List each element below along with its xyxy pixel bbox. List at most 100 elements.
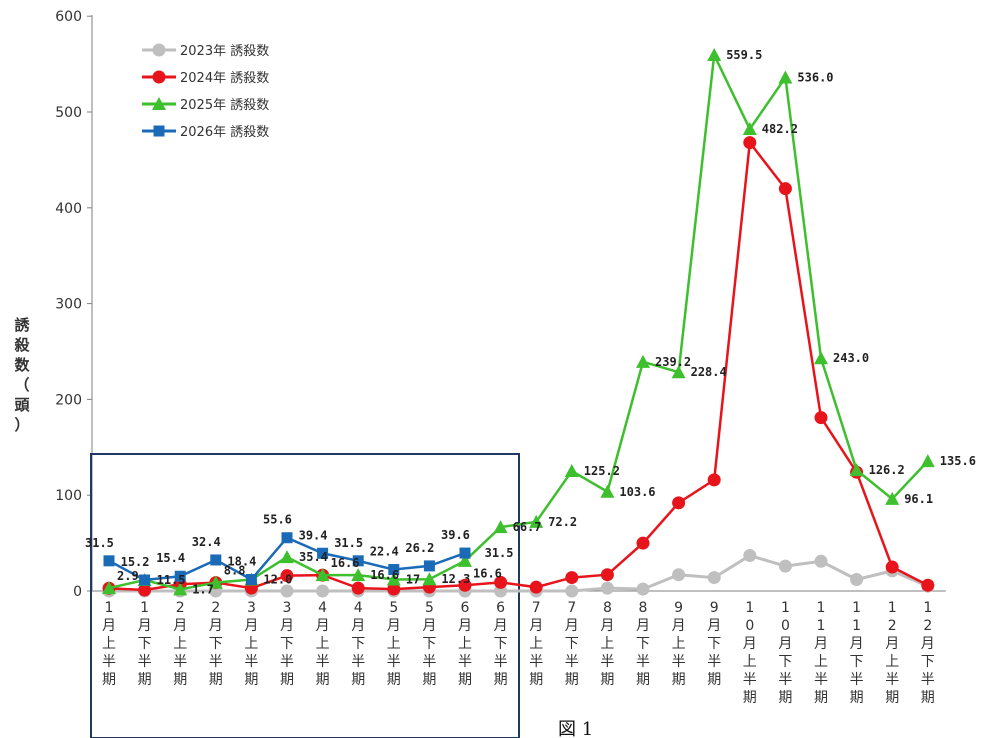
x-tick-label: 6 月上半期 [458,600,472,688]
x-tick-label: 1 月下半期 [138,600,152,688]
data-point [564,464,579,478]
data-point [152,97,166,110]
data-point [208,575,223,589]
data-label: 31.5 [85,536,114,550]
x-tick-label: 1 2 月下半期 [921,600,935,706]
data-point [152,43,166,57]
y-axis-label-char: ） [14,416,29,434]
series-2 [102,47,935,596]
data-point [600,568,614,582]
data-point [153,125,165,137]
y-tick-label: 200 [55,392,82,408]
legend-entry: 2025年 誘殺数 [180,98,269,113]
x-tick-label: 1 月上半期 [102,600,116,688]
y-axis-label-char: （ [14,376,29,394]
data-point [423,560,435,572]
data-point [494,575,508,589]
data-point [850,573,864,587]
data-point [352,555,364,567]
data-point [920,454,935,468]
data-point [388,564,400,576]
y-tick-label: 300 [55,297,82,313]
y-axis-label: 誘殺数 （ 頭 ） [13,316,30,434]
legend-entry: 2023年 誘殺数 [180,44,269,59]
data-label: 16.6 [331,556,360,570]
y-tick-label: 400 [55,201,82,217]
data-point [707,47,722,61]
legend-entry: 2024年 誘殺数 [180,71,269,86]
data-point [743,549,757,563]
x-tick-label: 1 0 月下半期 [778,600,792,706]
data-label: 16.6 [473,566,502,580]
x-tick-label: 1 2 月上半期 [885,600,899,706]
data-label: 26.2 [405,541,434,555]
data-label: 8.8 [224,564,246,578]
data-point [387,582,401,596]
data-point [849,463,864,477]
data-point [102,581,116,595]
data-point [565,584,579,598]
data-label: 72.2 [548,515,577,529]
data-label: 66.7 [513,520,542,534]
data-label: 96.1 [904,492,933,506]
data-label: 135.6 [940,454,976,468]
x-tick-label: 2 月下半期 [209,600,223,688]
data-point [280,584,294,598]
highlight-box [90,453,520,738]
y-tick-label: 500 [55,105,82,121]
data-label: 103.6 [619,485,655,499]
data-point [173,582,188,596]
data-point [152,70,166,84]
data-label: 16.6 [370,568,399,582]
y-axis-label-char: 頭 [14,396,30,414]
figure-caption: 図 1 [558,719,593,738]
data-point [315,568,330,582]
x-tick-label: 9 月上半期 [672,600,686,688]
data-point [778,182,792,196]
data-label: 126.2 [869,463,905,477]
data-label: 559.5 [726,48,762,62]
x-tick-label: 6 月下半期 [494,600,508,688]
data-point [672,496,686,510]
data-point [245,574,257,586]
x-tick-label: 9 月下半期 [707,600,721,688]
data-label: 39.6 [441,528,470,542]
data-point [814,554,828,568]
data-point [600,484,615,498]
data-point [636,536,650,550]
data-label: 1.7 [192,582,214,596]
data-point [778,559,792,573]
data-point [280,550,294,564]
y-tick-label: 100 [55,488,82,504]
x-tick-label: 1 1 月下半期 [850,600,864,706]
data-label: 243.0 [833,351,869,365]
data-label: 228.4 [691,365,727,379]
x-tick-label: 7 月下半期 [565,600,579,688]
data-label: 239.2 [655,355,691,369]
data-point [281,532,293,544]
data-point [707,473,721,487]
data-point [636,354,650,368]
data-label: 12.3 [441,572,470,586]
data-point [139,574,151,586]
series-3 [103,532,471,586]
x-tick-label: 8 月上半期 [600,600,614,688]
x-tick-label: 1 1 月上半期 [814,600,828,706]
data-label: 15.4 [156,551,185,565]
data-point [280,569,294,583]
y-tick-label: 600 [55,9,82,25]
y-axis-label-char: 殺 [13,336,30,354]
data-point [921,578,935,592]
data-point [743,136,757,150]
data-label: 12.0 [263,573,292,587]
data-label: 31.5 [334,536,363,550]
data-point [707,571,721,585]
data-point [459,547,471,559]
data-point [210,554,222,566]
y-axis-label-char: 誘 [14,316,30,334]
data-point [493,520,508,534]
data-label: 125.2 [584,464,620,478]
data-point [458,578,472,592]
data-label: 31.5 [485,546,514,560]
